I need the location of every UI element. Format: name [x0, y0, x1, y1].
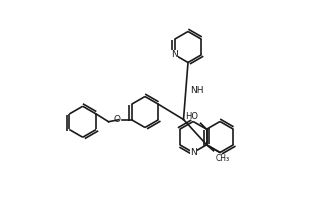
Text: NH: NH	[190, 85, 203, 95]
Text: HO: HO	[186, 112, 199, 121]
Text: O: O	[114, 115, 121, 124]
Text: CH₃: CH₃	[216, 154, 230, 163]
Text: N: N	[171, 50, 178, 59]
Text: N: N	[190, 148, 197, 157]
